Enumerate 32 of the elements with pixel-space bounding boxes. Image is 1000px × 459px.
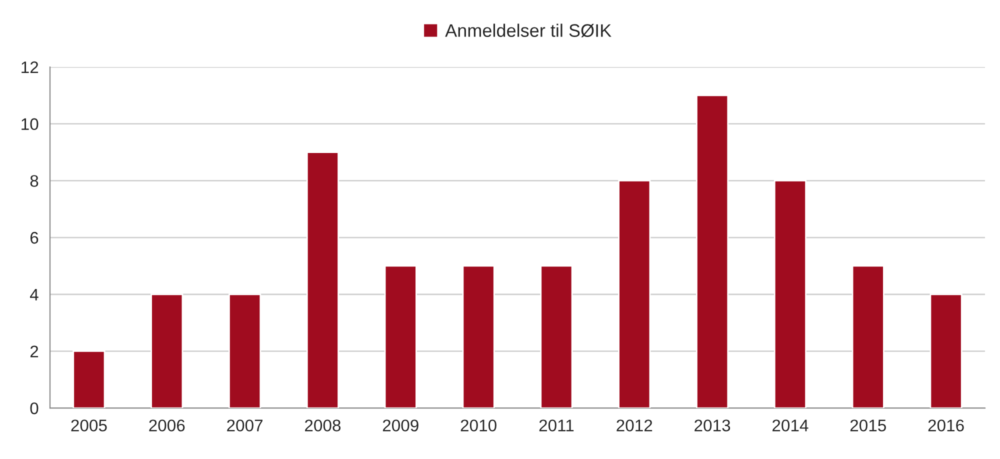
y-tick-label: 8 bbox=[30, 175, 38, 187]
y-tick-label: 0 bbox=[30, 402, 38, 414]
bar bbox=[696, 94, 729, 408]
x-tick-label: 2007 bbox=[227, 420, 262, 432]
x-tick-label: 2005 bbox=[71, 420, 107, 432]
bar bbox=[618, 180, 651, 408]
y-tick-label: 2 bbox=[30, 346, 38, 358]
bar bbox=[462, 265, 495, 408]
x-tick-label: 2016 bbox=[928, 420, 964, 432]
bar bbox=[930, 294, 962, 408]
legend-label: Anmeldelser til SØIK bbox=[445, 24, 612, 38]
x-tick-label: 2009 bbox=[382, 420, 418, 432]
y-tick-label: 4 bbox=[30, 288, 38, 300]
x-tick-label: 2010 bbox=[460, 420, 496, 432]
bar bbox=[72, 350, 106, 408]
x-tick-label: 2008 bbox=[305, 420, 341, 432]
x-tick-label: 2013 bbox=[694, 420, 730, 432]
x-tick-label: 2014 bbox=[772, 420, 808, 432]
bar bbox=[228, 294, 262, 408]
bar bbox=[540, 265, 573, 408]
x-tick-label: 2011 bbox=[539, 420, 574, 432]
bar bbox=[852, 265, 884, 408]
bar bbox=[774, 180, 806, 408]
bar bbox=[306, 152, 339, 408]
y-tick-label: 10 bbox=[22, 118, 38, 130]
y-tick-label: 6 bbox=[30, 232, 38, 244]
y-tick-label: 12 bbox=[22, 61, 38, 74]
x-tick-label: 2012 bbox=[616, 420, 652, 432]
x-tick-label: 2006 bbox=[149, 420, 185, 432]
bar bbox=[384, 265, 417, 408]
bar bbox=[150, 294, 184, 408]
x-tick-label: 2015 bbox=[850, 420, 886, 432]
